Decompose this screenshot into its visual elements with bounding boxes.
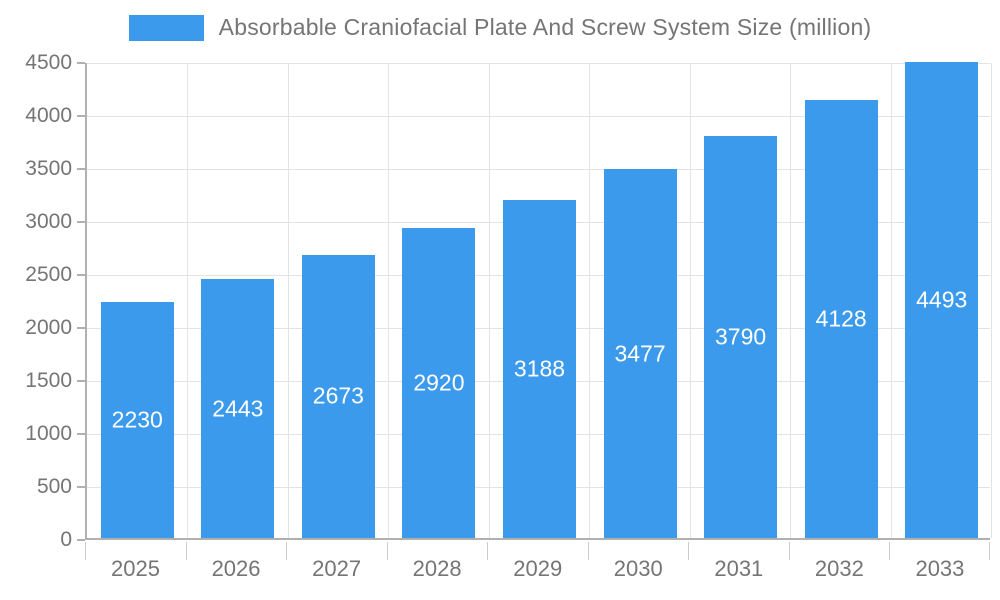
bar-value-label: 2443 <box>212 395 264 422</box>
x-axis-tick <box>688 542 690 560</box>
bar-value-label: 3790 <box>715 323 767 350</box>
x-axis-label: 2028 <box>412 556 462 581</box>
x-axis-label: 2033 <box>915 556 965 581</box>
chart-legend: Absorbable Craniofacial Plate And Screw … <box>0 14 1000 41</box>
y-axis-label: 3500 <box>25 157 72 180</box>
bar-2031: 3790 <box>704 136 778 538</box>
legend-swatch <box>128 14 204 41</box>
x-axis-label: 2026 <box>211 556 261 581</box>
bar-2029: 3188 <box>503 200 576 538</box>
v-gridline <box>287 63 289 538</box>
x-axis-tick <box>587 542 589 560</box>
v-gridline <box>388 63 390 538</box>
y-axis-tick <box>77 327 85 329</box>
v-gridline <box>187 63 189 538</box>
x-axis-label: 2027 <box>312 556 362 581</box>
y-axis-tick <box>77 539 85 541</box>
x-axis-tick <box>185 542 187 560</box>
x-axis-tick <box>487 542 489 560</box>
v-gridline <box>589 63 591 538</box>
y-axis-label: 1500 <box>25 369 72 392</box>
x-axis-label: 2030 <box>613 556 663 581</box>
y-axis-tick <box>77 221 85 223</box>
bar-2026: 2443 <box>201 279 275 538</box>
bar-value-label: 2920 <box>413 369 465 396</box>
y-axis-label: 0 <box>60 528 72 551</box>
x-axis-tick <box>989 542 990 560</box>
bar-2025: 2230 <box>100 301 174 538</box>
bar-value-label: 3477 <box>614 340 666 367</box>
x-axis-tick <box>85 542 86 560</box>
x-axis-label: 2029 <box>513 556 563 581</box>
bar-value-label: 2230 <box>111 406 163 433</box>
v-gridline <box>689 63 691 538</box>
y-axis-tick <box>77 380 85 382</box>
h-gridline <box>87 168 990 170</box>
legend-label: Absorbable Craniofacial Plate And Screw … <box>218 14 872 40</box>
bar-value-label: 4493 <box>916 286 968 313</box>
bar-value-label: 2673 <box>312 382 364 409</box>
y-axis-label: 500 <box>36 475 72 498</box>
bar-value-label: 4128 <box>815 305 867 332</box>
bar-2032: 4128 <box>804 100 878 538</box>
bar-2033: 4493 <box>905 61 979 538</box>
plot-area: 2230 2443 2673 2920 3188 3477 3790 4128 4493 <box>85 61 992 540</box>
y-axis-label: 3000 <box>25 210 72 233</box>
y-axis-label: 2000 <box>25 316 72 339</box>
x-axis-tick <box>889 542 891 560</box>
x-axis-label: 2025 <box>111 556 160 581</box>
y-axis-tick <box>77 486 85 488</box>
x-axis-label: 2031 <box>714 556 764 581</box>
h-gridline <box>87 62 990 64</box>
y-axis-tick <box>77 168 85 170</box>
bar-2027: 2673 <box>301 254 375 538</box>
y-axis-tick <box>77 433 85 435</box>
v-gridline <box>790 63 792 538</box>
y-axis-tick <box>77 274 85 276</box>
bar-2030: 3477 <box>603 169 677 538</box>
x-axis-tick <box>386 542 388 560</box>
v-gridline <box>991 63 992 538</box>
y-axis-tick <box>77 115 85 117</box>
h-gridline <box>87 115 990 117</box>
v-gridline <box>488 63 490 538</box>
y-axis-label: 4500 <box>25 51 72 74</box>
y-axis-label: 1000 <box>25 422 72 445</box>
y-axis-label: 2500 <box>25 263 72 286</box>
bar-value-label: 3188 <box>513 355 566 382</box>
x-axis-tick <box>286 542 288 560</box>
y-axis-label: 4000 <box>25 104 72 127</box>
x-axis-tick <box>788 542 790 560</box>
bar-2028: 2920 <box>402 228 476 538</box>
x-axis-label: 2032 <box>814 556 864 581</box>
y-axis-tick <box>77 62 85 64</box>
v-gridline <box>890 63 892 538</box>
